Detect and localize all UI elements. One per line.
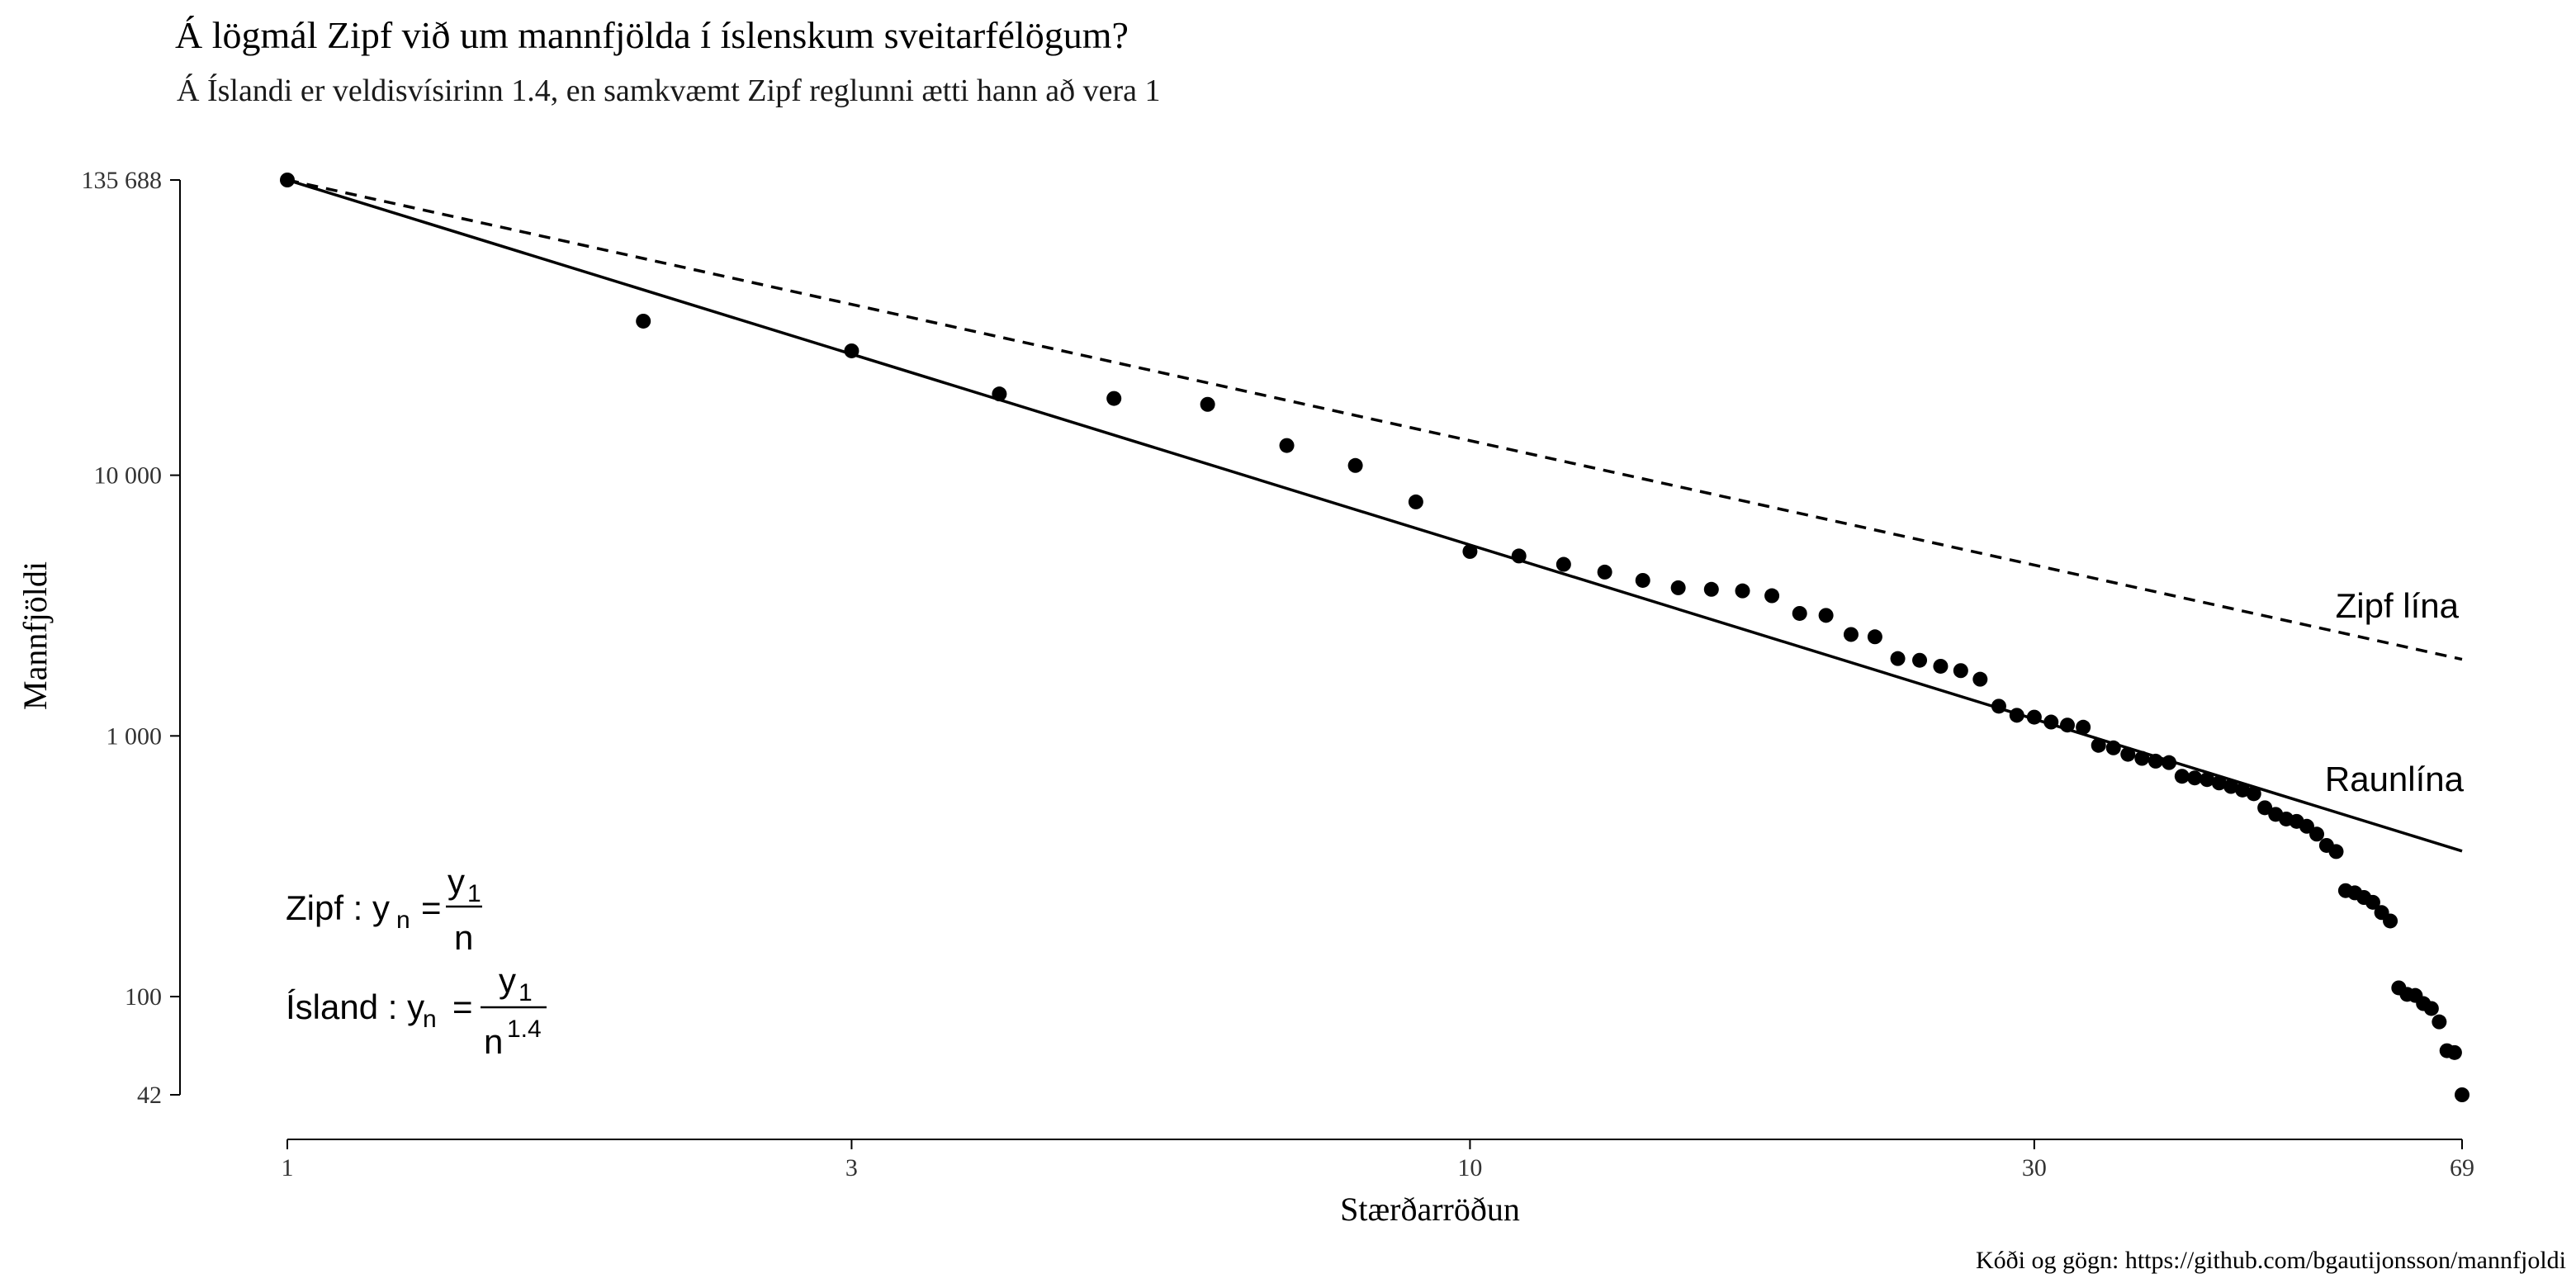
data-point [2174, 769, 2190, 784]
data-point [2091, 737, 2106, 753]
data-point [2043, 714, 2059, 730]
data-point [2105, 740, 2121, 755]
data-point [844, 343, 859, 358]
zipf-formula-eq: = [421, 888, 442, 927]
x-axis: 1 3 10 30 69 [282, 1139, 2474, 1181]
data-point [2328, 844, 2344, 859]
y-tick-label: 42 [137, 1082, 162, 1109]
data-point [1818, 608, 1834, 623]
data-point [1597, 564, 1612, 580]
y-tick-label: 1 000 [107, 722, 163, 750]
raunlina-line-label: Raunlína [2325, 760, 2465, 798]
data-points [280, 173, 2469, 1102]
data-point [2200, 772, 2215, 788]
x-tick-label: 10 [1457, 1154, 1482, 1181]
zipf-formula: Zipf : y n = y 1 n [286, 862, 482, 957]
x-axis-title: Stærðarröðun [1340, 1191, 1520, 1228]
data-point [1912, 652, 1928, 668]
data-point [2120, 746, 2136, 762]
zipf-line [286, 178, 2463, 661]
raunlina-line [286, 178, 2463, 853]
x-tick-label: 1 [282, 1154, 294, 1181]
chart-caption: Kóði og gögn: https://github.com/bgautij… [1976, 1247, 2566, 1274]
data-point [2257, 800, 2273, 816]
data-point [2455, 1087, 2469, 1102]
data-point [992, 386, 1007, 402]
data-point [2446, 1044, 2462, 1060]
data-point [2246, 786, 2261, 802]
data-point [1792, 605, 1807, 621]
data-point [2147, 753, 2163, 769]
data-point [1890, 651, 1906, 666]
y-axis-title: Mannfjöldi [17, 561, 54, 710]
x-tick-label: 69 [2450, 1154, 2474, 1181]
data-point [2423, 1001, 2439, 1016]
x-tick-label: 3 [845, 1154, 858, 1181]
data-point [280, 173, 295, 187]
y-axis: 42 100 1 000 10 000 135 688 [82, 167, 181, 1109]
data-point [2383, 913, 2398, 929]
data-point [1972, 671, 1988, 687]
chart-subtitle: Á Íslandi er veldisvísirinn 1.4, en samk… [177, 73, 1161, 108]
zipf-formula-lhs: Zipf : y [286, 888, 390, 927]
data-point [2134, 751, 2150, 766]
zipf-formula-sub: n [396, 907, 410, 934]
data-point [2009, 708, 2024, 723]
island-formula-den: n [484, 1022, 503, 1061]
data-point [1408, 494, 1423, 509]
zipf-line-label: Zipf lína [2336, 586, 2460, 625]
data-point [2187, 770, 2203, 786]
data-point [2162, 755, 2177, 770]
data-point [1556, 556, 1571, 572]
island-formula-exp: 1.4 [507, 1016, 542, 1043]
data-point [1953, 663, 1968, 679]
data-point [1511, 548, 1527, 564]
data-point [1703, 581, 1719, 597]
island-formula-eq: = [452, 987, 473, 1026]
data-point [1279, 438, 1295, 453]
data-point [1991, 698, 2006, 714]
data-point [2299, 818, 2314, 834]
zipf-formula-den: n [454, 918, 473, 957]
island-formula-sub: n [423, 1006, 437, 1033]
data-point [1635, 572, 1650, 588]
data-point [1843, 627, 1859, 642]
data-point [2432, 1014, 2447, 1030]
data-point [1867, 629, 1882, 645]
data-point [2060, 717, 2076, 733]
data-point [1735, 583, 1750, 599]
data-point [1200, 396, 1215, 412]
island-formula-lhs: Ísland : y [286, 987, 424, 1026]
island-formula-num-sub: 1 [519, 979, 533, 1006]
data-point [1347, 457, 1363, 473]
x-tick-label: 30 [2022, 1154, 2047, 1181]
data-point [2223, 779, 2239, 794]
zipf-formula-num: y [447, 862, 465, 901]
data-point [1462, 543, 1478, 559]
y-tick-label: 10 000 [94, 462, 163, 490]
island-formula-num: y [499, 961, 516, 1000]
data-point [2211, 775, 2227, 791]
data-point [2026, 709, 2042, 725]
data-point [1106, 391, 1122, 406]
y-tick-label: 100 [125, 983, 162, 1011]
y-tick-label: 135 688 [82, 167, 163, 194]
data-point [2309, 826, 2325, 842]
data-point [2365, 894, 2380, 910]
data-point [1670, 580, 1686, 595]
data-point [636, 313, 651, 329]
data-point [2235, 782, 2251, 798]
data-point [1933, 658, 1949, 674]
island-formula: Ísland : y n = y 1 n 1.4 [286, 961, 547, 1061]
zipf-formula-num-sub: 1 [467, 880, 481, 907]
data-point [1764, 588, 1780, 604]
reference-lines [286, 178, 2463, 853]
chart-title: Á lögmál Zipf við um mannfjölda í íslens… [175, 14, 1129, 56]
data-point [2076, 719, 2091, 735]
